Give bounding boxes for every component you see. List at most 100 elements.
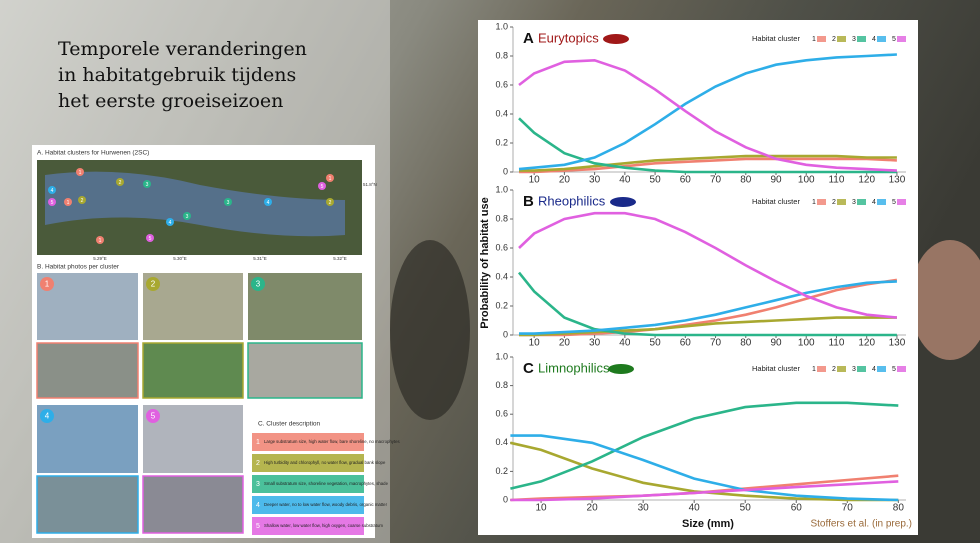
y-tick-label: 0.4 bbox=[495, 108, 508, 118]
map-marker-number: 3 bbox=[146, 182, 149, 188]
x-tick-label: 110 bbox=[828, 338, 844, 349]
x-tick-label: 120 bbox=[858, 338, 875, 349]
legend-swatch bbox=[877, 199, 886, 205]
slide-title: het eerste groeiseizoen bbox=[58, 90, 283, 112]
x-tick-label: 40 bbox=[619, 338, 631, 349]
x-tick-label: 90 bbox=[770, 175, 782, 186]
legend-swatch bbox=[857, 366, 866, 372]
map-lon-label: 5.29°E bbox=[93, 256, 107, 261]
habitat-photo bbox=[248, 273, 362, 340]
legend-label: 3 bbox=[852, 366, 856, 373]
y-tick-label: 0.8 bbox=[495, 213, 508, 223]
panel-title: Eurytopics bbox=[538, 30, 599, 45]
x-tick-label: 100 bbox=[798, 175, 815, 186]
x-tick-label: 10 bbox=[536, 503, 548, 514]
description-text: Shallow water, low water flow, high oxyg… bbox=[264, 523, 383, 528]
cluster-badge-number: 3 bbox=[256, 280, 261, 289]
x-tick-label: 90 bbox=[770, 338, 782, 349]
description-text: Large substratum size, high water flow, … bbox=[264, 439, 400, 444]
habitat-photo-zoom bbox=[143, 343, 243, 398]
legend-label: 5 bbox=[892, 366, 896, 373]
y-tick-label: 1.0 bbox=[495, 184, 508, 194]
y-tick-label: 0.2 bbox=[495, 466, 508, 476]
panel-letter: A bbox=[523, 30, 534, 47]
legend-swatch bbox=[857, 36, 866, 42]
map-marker-number: 2 bbox=[329, 200, 332, 206]
legend-swatch bbox=[877, 36, 886, 42]
description-line: Deeper water, no to low water flow, wood… bbox=[264, 502, 388, 507]
legend-label: 5 bbox=[892, 199, 896, 206]
map-lon-label: 5.31°E bbox=[253, 256, 267, 261]
description-number: 2 bbox=[256, 460, 260, 467]
map-marker-number: 4 bbox=[169, 220, 172, 226]
legend-swatch bbox=[837, 366, 846, 372]
y-tick-label: 0.2 bbox=[495, 300, 508, 310]
x-tick-label: 20 bbox=[559, 338, 571, 349]
x-tick-label: 80 bbox=[740, 338, 752, 349]
legend-label: 3 bbox=[852, 199, 856, 206]
x-tick-label: 40 bbox=[619, 175, 631, 186]
legend-swatch bbox=[837, 199, 846, 205]
left-figure: A. Habitat clusters for Hurwenen (2SC) 5… bbox=[32, 145, 400, 538]
legend-label: 4 bbox=[872, 366, 876, 373]
y-tick-label: 0.6 bbox=[495, 79, 508, 89]
cluster-badge-number: 5 bbox=[151, 412, 156, 421]
x-tick-label: 30 bbox=[589, 338, 601, 349]
x-tick-label: 60 bbox=[680, 338, 692, 349]
x-tick-label: 120 bbox=[858, 175, 875, 186]
x-tick-label: 130 bbox=[889, 338, 906, 349]
panel-letter: C bbox=[523, 360, 534, 377]
map-marker-number: 5 bbox=[149, 236, 152, 242]
map-marker-number: 3 bbox=[186, 214, 189, 220]
slide: Temporele veranderingen in habitatgebrui… bbox=[0, 0, 980, 543]
map-marker-number: 4 bbox=[51, 188, 54, 194]
map-marker-number: 1 bbox=[99, 238, 102, 244]
y-tick-label: 1.0 bbox=[495, 351, 508, 361]
description-line: Small substratum size, shoreline vegetat… bbox=[264, 481, 389, 486]
page: { "slide": {"title_lines": ["Temporele v… bbox=[0, 0, 980, 543]
panel-title: Limnophilics bbox=[538, 360, 610, 375]
legend-title: Habitat cluster bbox=[752, 197, 800, 206]
y-tick-label: 0.4 bbox=[495, 271, 508, 281]
photo-shape bbox=[390, 240, 470, 420]
description-number: 5 bbox=[256, 523, 260, 530]
legend-title: Habitat cluster bbox=[752, 34, 800, 43]
habitat-photo-zoom bbox=[37, 476, 138, 533]
description-line: Large substratum size, high water flow, … bbox=[264, 439, 400, 444]
legend-swatch bbox=[897, 199, 906, 205]
habitat-photo-zoom bbox=[143, 476, 243, 533]
legend-label: 2 bbox=[832, 199, 836, 206]
description-number: 3 bbox=[256, 481, 260, 488]
description-line: High turbidity and chlorophyll, no water… bbox=[264, 460, 386, 465]
y-tick-label: 0 bbox=[503, 494, 508, 504]
photos-title: B. Habitat photos per cluster bbox=[37, 264, 120, 271]
map-title: A. Habitat clusters for Hurwenen (2SC) bbox=[37, 150, 149, 157]
y-tick-label: 0 bbox=[503, 329, 508, 339]
legend-label: 5 bbox=[892, 36, 896, 43]
y-tick-label: 1.0 bbox=[495, 21, 508, 31]
map-marker-number: 1 bbox=[329, 176, 332, 182]
y-axis-label: Probability of habitat use bbox=[479, 197, 491, 328]
y-tick-label: 0.4 bbox=[495, 437, 508, 447]
panel-title: Rheophilics bbox=[538, 193, 606, 208]
legend-label: 2 bbox=[832, 36, 836, 43]
legend-swatch bbox=[817, 366, 826, 372]
description-line: Shallow water, low water flow, high oxyg… bbox=[264, 523, 383, 528]
map-marker-number: 5 bbox=[51, 200, 54, 206]
x-tick-label: 30 bbox=[638, 503, 650, 514]
map-marker-number: 1 bbox=[67, 200, 70, 206]
x-tick-label: 10 bbox=[529, 175, 541, 186]
map-marker-number: 4 bbox=[267, 200, 270, 206]
x-tick-label: 40 bbox=[689, 503, 701, 514]
description-title: C. Cluster description bbox=[258, 421, 321, 428]
x-tick-label: 130 bbox=[889, 175, 906, 186]
habitat-photo-zoom bbox=[37, 343, 138, 398]
legend-label: 1 bbox=[812, 366, 816, 373]
legend-label: 3 bbox=[852, 36, 856, 43]
y-tick-label: 0.2 bbox=[495, 137, 508, 147]
legend-title: Habitat cluster bbox=[752, 364, 800, 373]
x-tick-label: 10 bbox=[529, 338, 541, 349]
map-lat-label: 51.8°N bbox=[363, 182, 377, 187]
fish-icon bbox=[603, 34, 629, 44]
x-tick-label: 50 bbox=[650, 338, 662, 349]
